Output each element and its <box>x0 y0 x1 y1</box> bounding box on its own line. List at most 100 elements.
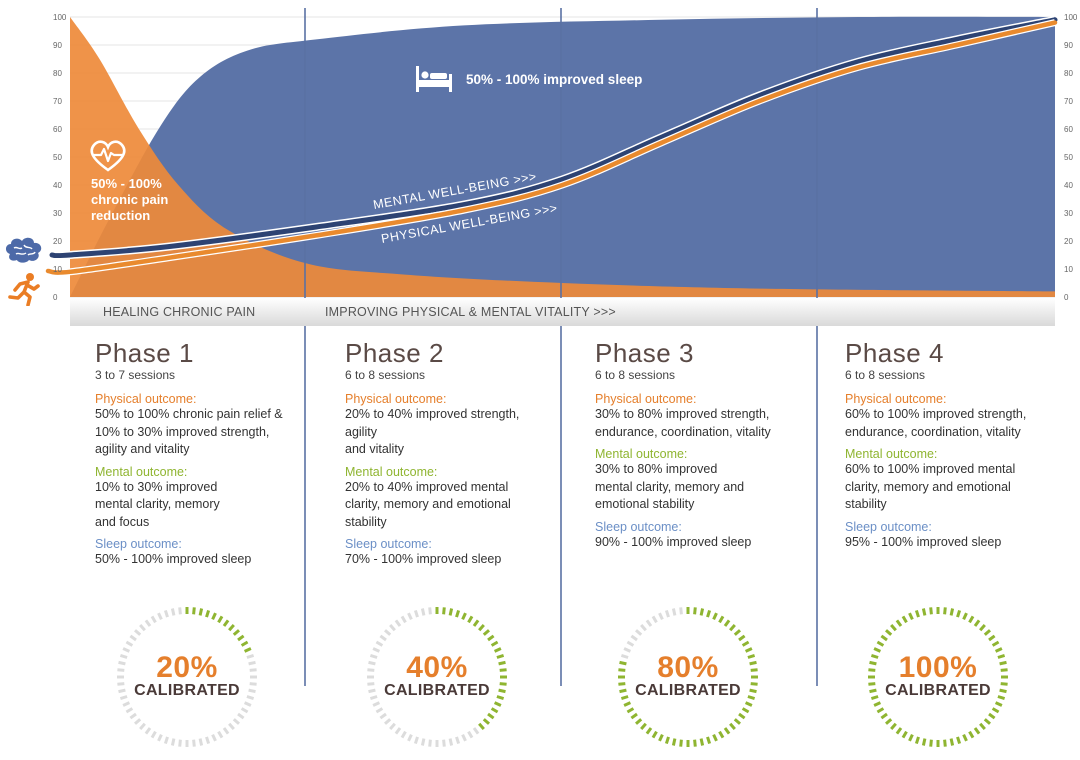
gauge-tick-empty <box>368 660 376 666</box>
y-tick-left: 20 <box>53 237 62 246</box>
gauge-tick-empty <box>150 615 157 624</box>
gauge-tick-empty <box>407 733 413 742</box>
gauge-tick-filled <box>472 619 480 627</box>
gauge-tick-filled <box>747 695 756 701</box>
phase-sessions: 3 to 7 sessions <box>95 368 176 382</box>
gauge-tick-filled <box>914 736 920 745</box>
gauge-tick-empty <box>117 668 125 672</box>
gauge-tick-filled <box>498 660 506 666</box>
calibration-gauge-phase-4: 100% CALIBRATED <box>868 607 1008 747</box>
gauge-tick-filled <box>498 688 506 694</box>
gauge-tick-filled <box>999 688 1007 694</box>
y-tick-left: 40 <box>53 181 62 190</box>
gauge-tick-filled <box>211 612 217 621</box>
mental-outcome-text: 30% to 80% improved mental clarity, memo… <box>595 462 745 511</box>
gauge-tick-filled <box>733 718 741 725</box>
y-tick-left: 10 <box>53 265 62 274</box>
phase-2-column: Phase 2 6 to 8 sessions Physical outcome… <box>345 338 580 569</box>
gauge-tick-empty <box>623 647 632 653</box>
gauge-tick-filled <box>448 608 454 616</box>
phase-title: Phase 3 <box>595 338 694 368</box>
gauge-tick-filled <box>620 695 629 701</box>
sleep-outcome-text: 50% - 100% improved sleep <box>95 552 252 566</box>
y-tick-right: 60 <box>1064 125 1073 134</box>
gauge-tick-empty <box>222 727 230 735</box>
gauge-tick-filled <box>973 727 981 735</box>
gauge-tick-filled <box>988 712 996 720</box>
gauge-tick-empty <box>129 634 137 642</box>
gauge-tick-filled <box>671 738 677 746</box>
gauge-tick-filled <box>741 640 750 647</box>
y-tick-left: 80 <box>53 69 62 78</box>
gauge-tick-filled <box>750 668 758 672</box>
gauge-tick-filled <box>623 701 632 707</box>
gauge-tick-filled <box>983 629 991 636</box>
gauge-tick-filled <box>618 668 626 672</box>
gauge-tick-filled <box>895 619 903 627</box>
gauge-tick-filled <box>733 629 741 636</box>
gauge-tick-filled <box>921 738 927 746</box>
gauge-tick-filled <box>968 615 975 624</box>
gauge-tick-filled <box>467 615 474 624</box>
sleep-outcome-label: Sleep outcome: <box>845 519 932 534</box>
gauge-tick-empty <box>635 629 643 636</box>
gauge-tick-filled <box>901 730 908 739</box>
gauge-tick-filled <box>991 707 1000 714</box>
gauge-tick-filled <box>870 653 879 659</box>
y-tick-left: 70 <box>53 97 62 106</box>
y-tick-right: 80 <box>1064 69 1073 78</box>
physical-outcome-text: 30% to 80% improved strength, endurance,… <box>595 407 771 439</box>
gauge-tick-filled <box>997 695 1006 701</box>
gauge-tick-empty <box>139 722 146 730</box>
gauge-tick-filled <box>749 688 757 694</box>
calibrated-label: CALIBRATED <box>384 682 490 699</box>
band-label-improving: IMPROVING PHYSICAL & MENTAL VITALITY >>> <box>325 305 616 319</box>
gauge-tick-filled <box>1000 682 1008 686</box>
brain-icon <box>4 236 44 269</box>
gauge-tick-filled <box>496 695 505 701</box>
gauge-tick-filled <box>876 707 885 714</box>
gauge-tick-filled <box>232 629 240 636</box>
gauge-tick-filled <box>988 634 996 642</box>
physical-outcome-text: 20% to 40% improved strength, agility an… <box>345 407 520 456</box>
gauge-tick-filled <box>885 629 893 636</box>
gauge-tick-empty <box>379 712 387 720</box>
axis-ticks: 1009080706050403020100100908070605040302… <box>53 13 1078 302</box>
gauge-tick-filled <box>664 736 670 745</box>
physical-outcome-label: Physical outcome: <box>845 392 947 406</box>
gauge-tick-filled <box>205 609 211 618</box>
gauge-tick-filled <box>493 701 502 707</box>
gauge-tick-filled <box>706 736 712 745</box>
gauge-tick-filled <box>880 712 888 720</box>
gauge-tick-empty <box>384 718 392 725</box>
gauge-tick-empty <box>240 707 249 714</box>
bed-foot <box>449 74 452 92</box>
calibrated-percent: 100% <box>898 651 978 684</box>
sleep-outcome-label: Sleep outcome: <box>95 537 182 551</box>
gauge-tick-filled <box>635 718 643 725</box>
gauge-tick-empty <box>248 660 256 666</box>
physical-outcome-text: 60% to 100% improved strength, endurance… <box>845 407 1027 439</box>
gauge-tick-filled <box>749 660 757 666</box>
gauge-tick-empty <box>379 634 387 642</box>
gauge-tick-filled <box>1000 668 1008 672</box>
gauge-tick-empty <box>150 730 157 739</box>
phase-band <box>70 298 1055 326</box>
gauge-tick-empty <box>400 615 407 624</box>
gauge-tick-filled <box>651 730 658 739</box>
gauge-tick-filled <box>487 712 495 720</box>
gauge-tick-filled <box>994 647 1003 653</box>
gauge-tick-empty <box>205 736 211 745</box>
gauge-tick-filled <box>712 733 718 742</box>
gauge-tick-empty <box>232 718 240 725</box>
gauge-tick-filled <box>240 640 249 647</box>
gauge-tick-filled <box>718 730 725 739</box>
phase-title: Phase 2 <box>345 338 444 368</box>
gauge-tick-filled <box>997 653 1006 659</box>
calibrated-percent: 80% <box>657 651 719 684</box>
gauge-tick-empty <box>671 608 677 616</box>
gauge-tick-empty <box>246 653 255 659</box>
gauge-tick-empty <box>420 738 426 746</box>
gauge-tick-filled <box>699 738 705 746</box>
gauge-tick-empty <box>118 660 126 666</box>
